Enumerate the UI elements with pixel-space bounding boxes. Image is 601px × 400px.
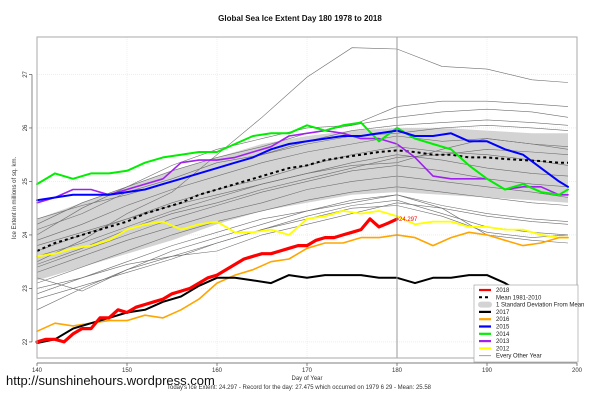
year-line xyxy=(36,186,569,284)
y-tick-label: 23 xyxy=(23,284,29,291)
x-tick-label: 140 xyxy=(32,368,43,374)
x-axis-label: Day of Year xyxy=(291,376,322,382)
x-tick-label: 200 xyxy=(572,368,583,374)
legend-item: 2017 xyxy=(479,310,510,316)
legend-item: Mean 1981-2010 xyxy=(479,295,542,301)
footer-prefix: Today's Ice Extent: xyxy=(167,385,219,391)
mean-line-group xyxy=(36,149,568,252)
legend-item: 2016 xyxy=(479,317,510,323)
highlighted-series xyxy=(35,121,569,344)
legend-item: 2013 xyxy=(479,339,510,345)
series-line-2016 xyxy=(36,231,569,333)
legend-label: 2013 xyxy=(496,339,510,345)
legend-item: 2015 xyxy=(479,325,510,331)
legend-label: 2017 xyxy=(496,310,510,316)
legend-box xyxy=(473,284,579,363)
plot-frame xyxy=(36,36,578,359)
y-tick-label: 27 xyxy=(23,70,29,77)
legend-item: 1 Standard Deviation From Mean xyxy=(478,301,584,309)
legend-label: Every Other Year xyxy=(496,354,542,360)
x-axis: 140 150 160 170 180 190 200 xyxy=(32,362,583,374)
year-line xyxy=(36,175,569,273)
footer-stats: Today's Ice Extent: 24.297 - Record for … xyxy=(167,385,431,391)
today-annotation: 24.297 xyxy=(399,217,418,223)
watermark-url: http://sunshinehours.wordpress.com xyxy=(6,373,215,388)
chart-title: Global Sea Ice Extent Day 180 1978 to 20… xyxy=(218,14,382,23)
series-line-2012 xyxy=(36,209,569,258)
legend-item: Every Other Year xyxy=(479,354,542,360)
mean-line xyxy=(36,149,568,252)
legend-label: 2018 xyxy=(496,288,510,294)
record-text: - Record for the day: 27.475 which occur… xyxy=(237,385,431,391)
std-band-area xyxy=(37,127,568,281)
legend-label: 2014 xyxy=(496,332,510,338)
legend-item: 2014 xyxy=(479,332,510,338)
series-line-2018 xyxy=(35,217,399,344)
x-tick-label: 150 xyxy=(122,368,133,374)
x-tick-label: 190 xyxy=(482,368,493,374)
y-tick-label: 25 xyxy=(23,177,29,184)
x-tick-label: 160 xyxy=(212,368,223,374)
year-line xyxy=(36,202,569,295)
year-line xyxy=(36,138,569,252)
y-tick-label: 26 xyxy=(23,124,29,131)
legend-label: 2012 xyxy=(496,346,510,352)
y-axis-label: Ice Extent in millions of sq. km. xyxy=(12,156,18,239)
series-line-2014 xyxy=(36,121,569,196)
x-tick-label: 180 xyxy=(392,368,403,374)
legend-item: 2018 xyxy=(479,288,510,294)
y-tick-label: 24 xyxy=(23,231,29,238)
y-axis: 22 23 24 25 26 27 xyxy=(23,70,33,345)
legend-label: 2015 xyxy=(496,325,510,331)
legend-label: 2016 xyxy=(496,317,510,323)
legend-swatch-band xyxy=(478,301,492,308)
legend-label: 1 Standard Deviation From Mean xyxy=(496,303,584,309)
year-line xyxy=(36,47,569,262)
legend-item: 2012 xyxy=(479,346,510,352)
x-tick-label: 170 xyxy=(302,368,313,374)
legend-label: Mean 1981-2010 xyxy=(496,295,542,301)
std-deviation-band xyxy=(37,127,568,281)
today-extent-value: 24.297 xyxy=(218,385,238,391)
series-line-2015 xyxy=(36,129,569,202)
y-tick-label: 22 xyxy=(23,338,29,345)
